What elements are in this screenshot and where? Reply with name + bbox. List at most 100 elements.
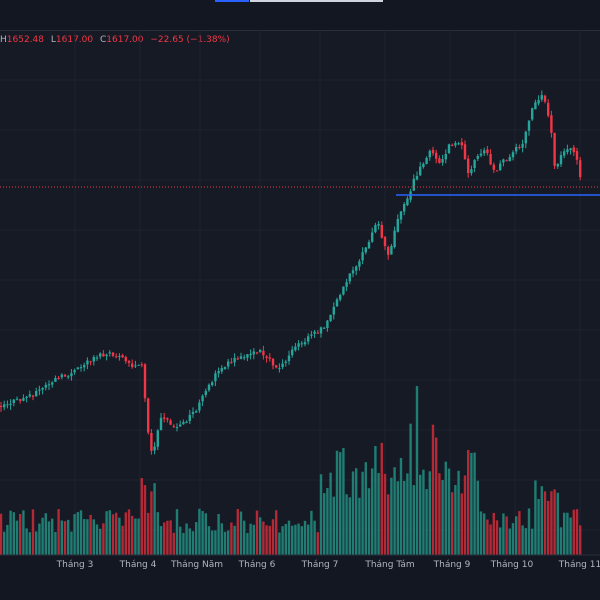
candle-body [387, 247, 390, 255]
candle-body [566, 149, 569, 153]
volume-bar [307, 524, 310, 555]
candle-body [550, 115, 553, 133]
volume-bar [60, 520, 63, 555]
candle-body [95, 357, 99, 359]
candle-body [67, 376, 70, 378]
volume-bar [6, 524, 9, 555]
volume-bar [92, 519, 95, 555]
candle-body [332, 306, 335, 315]
candle-body [259, 349, 262, 353]
candle-body [348, 273, 351, 282]
volume-bar [38, 523, 41, 555]
volume-bar [291, 525, 294, 555]
volume-bar [278, 532, 281, 555]
candle-body [60, 374, 63, 378]
candle-body [575, 151, 579, 160]
price-chart[interactable]: Tháng 3 Tháng 4 Tháng Năm Tháng 6 Tháng 7 Thá… [0, 30, 600, 600]
volume-bar [105, 511, 108, 555]
candle-body [0, 405, 3, 408]
volume-bar [124, 512, 127, 555]
volume-bar [342, 447, 345, 555]
volume-bar [556, 492, 559, 555]
candle-body [102, 353, 105, 357]
volume-bar [399, 458, 403, 555]
candle-body [406, 198, 409, 206]
candle-body [163, 417, 166, 419]
volume-bar [492, 512, 495, 555]
candle-body [76, 367, 79, 370]
volume-bar [19, 514, 22, 555]
candle-body [412, 178, 415, 191]
volume-bar [460, 493, 463, 555]
volume-bar [249, 523, 252, 555]
volume-bar [438, 473, 441, 555]
candle-body [89, 361, 92, 363]
volume-bar [473, 452, 476, 555]
volume-bar [467, 449, 470, 555]
volume-bar [182, 532, 185, 555]
volume-bar [508, 528, 511, 555]
volume-bar [361, 471, 364, 555]
candle-body [543, 95, 547, 102]
volume-bar [335, 450, 339, 555]
volume-bar [275, 510, 278, 555]
candle-body [249, 353, 252, 356]
candle-body [524, 131, 527, 144]
x-axis-label: Tháng 6 [238, 560, 276, 570]
candle-body [195, 411, 198, 413]
candle-body [214, 373, 217, 382]
volume-bar [287, 520, 291, 555]
volume-bar [515, 516, 518, 555]
candle-body [495, 170, 499, 172]
volume-bar [579, 525, 582, 555]
volume-bar [457, 470, 460, 555]
candle-body [287, 355, 291, 362]
candle-body [108, 352, 111, 354]
candle-body [351, 270, 355, 274]
volume-bar [518, 511, 521, 555]
volume-bar [15, 520, 19, 555]
volume-bar [166, 520, 169, 555]
volume-bar [313, 520, 316, 555]
volume-bar [89, 514, 92, 555]
volume-bar [111, 514, 115, 555]
volume-bar [44, 513, 47, 555]
candle-body [569, 148, 572, 151]
candle-body [12, 399, 15, 404]
candle-body [399, 211, 403, 220]
candle-body [134, 365, 137, 367]
volume-bar [70, 531, 73, 555]
candle-body [99, 353, 102, 357]
candle-body [335, 299, 339, 307]
candle-body [454, 143, 457, 146]
candle-body [556, 164, 559, 167]
volume-bar [383, 473, 387, 555]
volume-bar [543, 491, 547, 555]
candle-body [380, 224, 383, 238]
candle-body [179, 424, 182, 427]
change-value: −22.65 (−1.38%) [150, 35, 230, 45]
volume-bar [281, 526, 284, 555]
candle-body [28, 394, 31, 397]
volume-bar [511, 523, 515, 555]
chart-grid [0, 30, 600, 555]
candle-body [534, 102, 537, 110]
candle-body [479, 153, 483, 156]
active-tab-indicator[interactable] [215, 0, 249, 2]
x-axis-label: Tháng 10 [490, 560, 534, 570]
candle-body [86, 360, 89, 365]
volume-bar [566, 512, 569, 555]
candle-body [79, 367, 83, 369]
candle-body [9, 403, 12, 405]
candle-body [44, 384, 47, 388]
volume-bar [76, 512, 79, 555]
volume-bar [435, 437, 438, 555]
candle-body [175, 427, 179, 429]
volume-bar [316, 532, 319, 555]
candle-body [428, 150, 431, 158]
symbol-search-field[interactable] [250, 0, 383, 2]
candle-body [281, 363, 284, 368]
volume-bar [447, 468, 451, 555]
volume-bar [393, 467, 396, 555]
volume-bar [54, 532, 57, 555]
